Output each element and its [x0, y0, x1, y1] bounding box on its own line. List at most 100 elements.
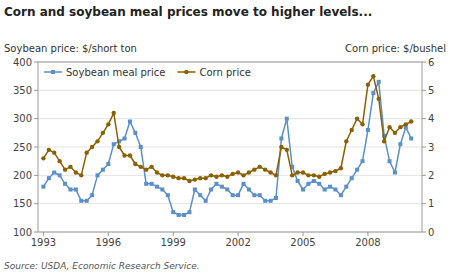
- marker: [57, 159, 61, 163]
- x-tick: [238, 232, 239, 236]
- marker: [349, 128, 353, 132]
- marker: [301, 170, 305, 174]
- marker: [236, 193, 240, 197]
- x-tick-label: 2008: [355, 237, 380, 248]
- marker: [209, 173, 213, 177]
- marker: [236, 170, 240, 174]
- marker: [198, 193, 202, 197]
- marker: [90, 145, 94, 149]
- marker: [317, 182, 321, 186]
- y2-axis-label: Corn price: $/bushel: [345, 43, 446, 54]
- x-tick: [43, 232, 44, 236]
- marker: [290, 173, 294, 177]
- x-tick: [173, 232, 174, 236]
- marker: [68, 165, 72, 169]
- marker: [112, 111, 116, 115]
- marker: [242, 182, 246, 186]
- x-tick: [108, 232, 109, 236]
- marker: [247, 170, 251, 174]
- marker: [409, 137, 413, 141]
- marker: [263, 167, 267, 171]
- marker: [155, 170, 159, 174]
- y2-tick: [422, 90, 426, 91]
- grid-line: [38, 90, 422, 91]
- y2-tick: [422, 203, 426, 204]
- marker: [101, 168, 105, 172]
- marker: [285, 117, 289, 121]
- marker: [106, 162, 110, 166]
- y-tick-label: 150: [13, 198, 32, 209]
- marker: [133, 162, 137, 166]
- y2-tick: [422, 175, 426, 176]
- y-tick: [34, 90, 38, 91]
- y-tick: [34, 203, 38, 204]
- marker: [47, 176, 51, 180]
- y-tick: [34, 232, 38, 233]
- series: [41, 80, 413, 217]
- legend-marker: [184, 70, 188, 74]
- y-tick-label: 300: [13, 113, 32, 124]
- y2-tick: [422, 62, 426, 63]
- marker: [295, 170, 299, 174]
- marker: [171, 210, 175, 214]
- marker: [182, 176, 186, 180]
- y-tick: [34, 175, 38, 176]
- y2-tick: [422, 147, 426, 148]
- marker: [323, 188, 327, 192]
- y-tick-label: 100: [13, 227, 32, 238]
- marker: [377, 80, 381, 84]
- marker: [225, 175, 229, 179]
- marker: [193, 177, 197, 181]
- marker: [176, 176, 180, 180]
- page: {"chart_data": { "type": "line", "title"…: [0, 0, 450, 275]
- marker: [123, 137, 127, 141]
- y-tick-label: 350: [13, 85, 32, 96]
- marker: [279, 145, 283, 149]
- marker: [160, 188, 164, 192]
- x-tick-label: 1999: [160, 237, 185, 248]
- marker: [160, 173, 164, 177]
- marker: [393, 131, 397, 135]
- marker: [268, 170, 272, 174]
- marker: [209, 188, 213, 192]
- x-tick: [303, 232, 304, 236]
- marker: [312, 173, 316, 177]
- title: Corn and soybean meal prices move to hig…: [4, 5, 372, 19]
- marker: [247, 188, 251, 192]
- marker: [231, 193, 235, 197]
- marker: [225, 188, 229, 192]
- y2-tick-label: 4: [428, 113, 434, 124]
- x-tick-label: 1993: [31, 237, 56, 248]
- marker: [177, 213, 181, 217]
- marker: [306, 182, 310, 186]
- marker: [117, 145, 121, 149]
- marker: [344, 185, 348, 189]
- marker: [193, 188, 197, 192]
- marker: [285, 148, 289, 152]
- grid-line: [38, 118, 422, 119]
- marker: [41, 156, 45, 160]
- y2-tick-label: 3: [428, 142, 434, 153]
- marker: [360, 122, 364, 126]
- y-tick: [34, 62, 38, 63]
- y2-tick-label: 6: [428, 57, 434, 68]
- marker: [187, 179, 191, 183]
- legend-label: Corn price: [199, 67, 250, 78]
- marker: [155, 185, 159, 189]
- marker: [377, 97, 381, 101]
- marker: [306, 173, 310, 177]
- marker: [252, 167, 256, 171]
- marker: [231, 172, 235, 176]
- y-tick: [34, 147, 38, 148]
- source-note: Source: USDA, Economic Research Service.: [4, 261, 200, 271]
- marker: [63, 182, 67, 186]
- marker: [52, 150, 56, 154]
- y2-tick-label: 1: [428, 198, 434, 209]
- marker: [150, 182, 154, 186]
- y2-tick-label: 2: [428, 170, 434, 181]
- marker: [312, 179, 316, 183]
- y-tick: [34, 118, 38, 119]
- marker: [333, 188, 337, 192]
- marker: [296, 179, 300, 183]
- marker: [149, 165, 153, 169]
